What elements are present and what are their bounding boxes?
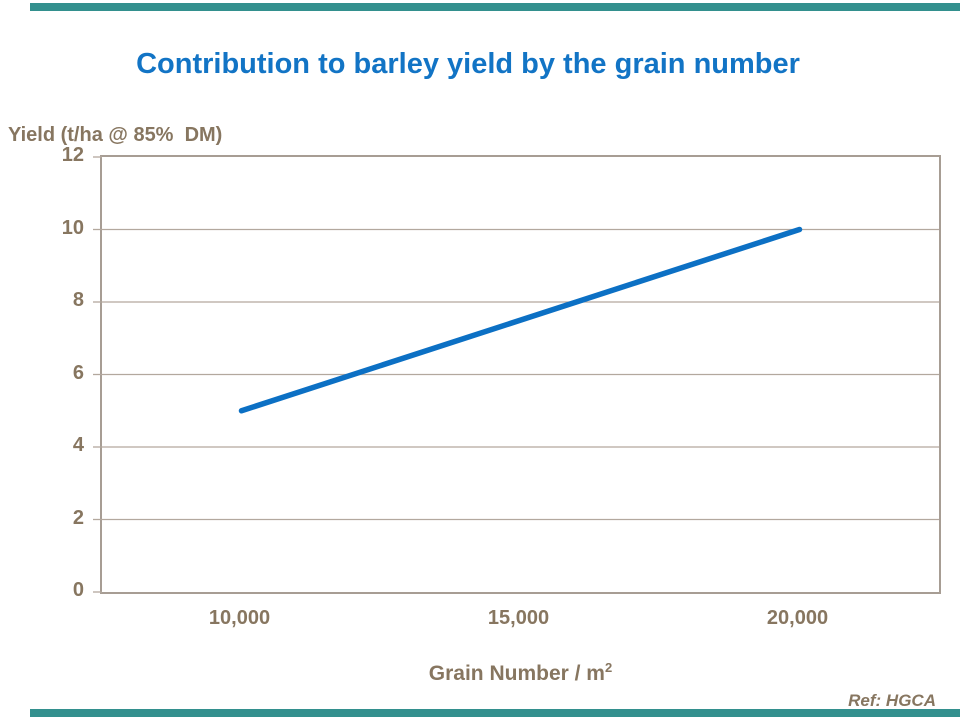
y-tick-label: 8	[72, 289, 84, 311]
top-border-bar	[30, 3, 960, 11]
x-tick-label: 20,000	[766, 607, 829, 629]
x-axis-title: Grain Number / m2	[100, 660, 941, 686]
y-axis-title: Yield (t/ha @ 85% DM)	[8, 124, 223, 146]
x-tick-label: 15,000	[487, 607, 550, 629]
y-tick-label: 6	[72, 361, 84, 384]
y-tick-label: 12	[61, 144, 84, 166]
x-axis-title-superscript: 2	[604, 660, 613, 675]
reference-note: Ref: HGCA	[848, 691, 936, 710]
chart-title: Contribution to barley yield by the grai…	[136, 48, 800, 80]
y-tick-label: 4	[72, 434, 84, 456]
x-axis-title-text: Grain Number / m	[428, 662, 605, 685]
bottom-border-bar	[30, 709, 960, 717]
y-tick-label: 2	[72, 506, 84, 529]
x-tick-label: 10,000	[208, 607, 271, 629]
y-tick-label: 10	[61, 216, 84, 239]
y-tick-label: 0	[72, 579, 84, 601]
yield-line	[238, 226, 803, 414]
plot-canvas	[93, 156, 939, 593]
plot-area	[93, 155, 941, 594]
